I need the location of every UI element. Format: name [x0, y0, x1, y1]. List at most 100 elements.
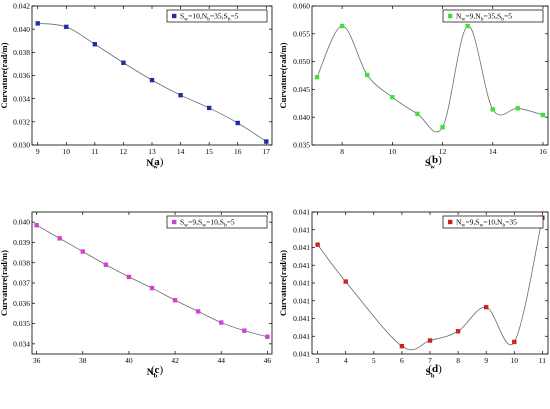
x-axis-label: Sb: [426, 368, 435, 380]
y-tick-label: 0.039: [13, 238, 30, 247]
x-tick-label: 14: [489, 147, 497, 156]
x-tick-label: 40: [125, 356, 133, 365]
data-point: [490, 107, 495, 112]
y-tick-label: 0.060: [293, 2, 310, 11]
data-point: [242, 328, 247, 333]
data-point: [455, 329, 461, 334]
y-tick-label: 0.036: [13, 299, 30, 308]
data-point: [427, 338, 433, 343]
data-point: [149, 77, 155, 83]
panel-caption: (a): [151, 156, 164, 168]
legend-marker: [448, 219, 453, 225]
legend-label: Nw=9,Sw=10,Nb=35: [456, 218, 517, 229]
data-point: [339, 23, 345, 29]
y-tick-label: 0.034: [13, 94, 30, 103]
data-point: [440, 125, 445, 130]
series-line: [317, 217, 543, 351]
data-point: [34, 222, 39, 228]
x-tick-label: 7: [428, 356, 432, 365]
chart-panel-d: 3 4 5 6 7 8 9 10 11 0.041 0.041 0.041 0.041 0.041 0.04…: [278, 208, 549, 380]
x-tick-label: 15: [205, 147, 213, 156]
y-tick-label: 0.030: [13, 141, 30, 150]
x-tick-label: 10: [63, 147, 71, 156]
y-tick-label: 0.045: [293, 85, 310, 94]
legend-box: [442, 9, 544, 23]
x-tick-label: 11: [91, 147, 98, 156]
series-line: [316, 25, 544, 133]
x-tick-label: 12: [120, 147, 128, 156]
data-point: [35, 21, 40, 26]
y-tick-label: 0.055: [293, 29, 310, 38]
y-tick-label: 0.041: [293, 350, 310, 359]
x-tick-label: 16: [539, 147, 547, 156]
x-tick-label: 16: [234, 147, 242, 156]
plot-frame: [311, 5, 549, 146]
y-tick-label: 0.040: [13, 218, 30, 227]
y-tick-label: 0.035: [293, 141, 310, 150]
y-tick-label: 0.050: [293, 57, 310, 66]
data-point: [80, 249, 85, 254]
x-tick-label: 8: [456, 356, 460, 365]
legend-marker: [172, 13, 177, 19]
data-point: [64, 24, 69, 30]
data-point: [315, 242, 320, 247]
data-point: [149, 285, 155, 291]
y-tick-label: 0.032: [13, 117, 30, 126]
x-tick-label: 38: [79, 356, 87, 365]
y-tick-label: 0.037: [13, 279, 30, 288]
y-tick-label: 0.041: [293, 314, 310, 323]
data-point: [178, 92, 183, 98]
y-axis-label: Curvature(rad/m): [0, 250, 9, 316]
legend: Nw=9,Nb=35,Sb=5: [442, 9, 544, 23]
legend: Sw=9,Sw=10,Sb=5: [166, 215, 268, 229]
x-tick-label: 42: [171, 356, 179, 365]
x-tick-label: 8: [340, 147, 344, 156]
y-tick-label: 0.036: [13, 71, 30, 80]
legend-marker: [172, 219, 177, 225]
x-tick-label: 46: [264, 356, 272, 365]
y-tick-label: 0.040: [13, 25, 30, 34]
series-line: [36, 224, 268, 338]
chart-panel-b: 8 10 12 14 16 0.035 0.040 0.045 0.050 0.055 0.060 S…: [278, 2, 549, 171]
x-tick-label: 4: [344, 356, 348, 365]
y-tick-label: 0.038: [13, 48, 30, 57]
panel-caption: (d): [428, 363, 442, 375]
data-point: [219, 320, 224, 325]
data-point: [126, 274, 132, 280]
chart-panel-c: 36 38 40 42 44 46 0.034 0.035 0.036 0.037 0.038 0.0…: [0, 211, 273, 380]
data-point: [195, 309, 201, 314]
x-tick-label: 9: [36, 147, 40, 156]
data-point: [415, 111, 420, 117]
data-point: [390, 94, 395, 100]
data-point: [314, 74, 320, 80]
legend: Sw=10,Nb=35,Sb=5: [166, 9, 268, 23]
data-point: [483, 304, 489, 310]
data-point: [121, 60, 126, 65]
y-tick-label: 0.042: [13, 2, 30, 11]
series-line: [37, 22, 267, 142]
data-point: [540, 112, 546, 118]
legend-label: Sw=9,Sw=10,Sb=5: [180, 218, 235, 229]
y-tick-label: 0.038: [13, 258, 30, 267]
x-tick-label: 11: [539, 356, 546, 365]
legend-box: [166, 215, 268, 229]
x-tick-label: 10: [389, 147, 397, 156]
y-tick-label: 0.041: [293, 332, 310, 341]
x-tick-label: 36: [33, 356, 41, 365]
data-point: [57, 236, 62, 241]
chart-panel-a: 9 10 11 12 13 14 15 16 17 0.030 0.032 0.034 0.036 0.0…: [0, 2, 273, 171]
data-point: [515, 106, 521, 111]
data-point: [103, 262, 109, 267]
data-point: [264, 139, 269, 144]
x-tick-label: 9: [484, 356, 488, 365]
y-tick-label: 0.041: [293, 261, 310, 270]
y-tick-label: 0.041: [293, 296, 310, 305]
legend-label: Sw=10,Nb=35,Sb=5: [180, 12, 239, 23]
data-point: [465, 23, 470, 29]
legend-label: Nw=9,Nb=35,Sb=5: [456, 12, 512, 23]
y-tick-label: 0.041: [293, 243, 310, 252]
y-tick-label: 0.041: [293, 208, 310, 217]
x-tick-label: 17: [263, 147, 271, 156]
data-point: [343, 279, 348, 284]
y-axis-label: Curvature(rad/m): [278, 250, 288, 316]
